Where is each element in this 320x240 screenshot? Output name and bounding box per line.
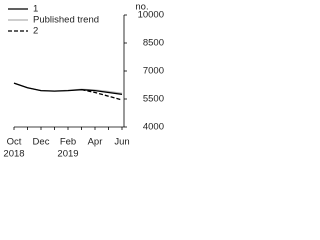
legend-label: Published trend bbox=[33, 15, 99, 26]
x-year-label: 2018 bbox=[3, 149, 24, 160]
x-tick-label: Dec bbox=[33, 137, 50, 148]
y-tick-label: 4000 bbox=[143, 122, 164, 133]
x-tick-label: Jun bbox=[114, 137, 129, 148]
legend-label: 2 bbox=[33, 26, 38, 37]
y-axis-label: no. bbox=[135, 2, 148, 13]
series-line bbox=[81, 89, 123, 101]
y-tick-label: 8500 bbox=[143, 38, 164, 49]
y-tick-label: 5500 bbox=[143, 94, 164, 105]
x-tick-label: Apr bbox=[88, 137, 103, 148]
y-tick-label: 10000 bbox=[138, 10, 164, 21]
x-year-label: 2019 bbox=[57, 149, 78, 160]
x-tick-label: Oct bbox=[7, 137, 22, 148]
legend-label: 1 bbox=[33, 4, 38, 15]
series-line bbox=[13, 82, 123, 95]
y-tick-label: 7000 bbox=[143, 66, 164, 77]
x-tick-label: Feb bbox=[60, 137, 76, 148]
